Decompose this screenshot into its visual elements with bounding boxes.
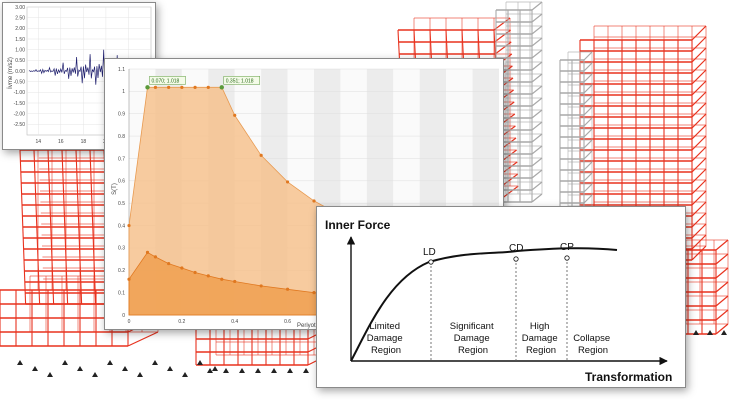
region-high-damage: High Damage Region bbox=[522, 321, 561, 356]
accel-ytick: 3.00 bbox=[15, 5, 25, 11]
spectrum-point bbox=[285, 287, 290, 291]
spectrum-point bbox=[206, 274, 210, 278]
capacity-ylabel: Inner Force bbox=[325, 218, 391, 232]
accel-xtick: 14 bbox=[35, 139, 41, 145]
spectrum-point bbox=[220, 277, 224, 281]
spectrum-ytick: 0.3 bbox=[118, 246, 125, 252]
accel-ytick: 2.00 bbox=[15, 26, 25, 32]
spectrum-xtick: 0.4 bbox=[231, 319, 238, 325]
cp-label: CP bbox=[560, 242, 574, 253]
ld-label: LD bbox=[423, 247, 436, 258]
capacity-curve-chart: Inner Force Transformation LD CD CP Limi… bbox=[325, 218, 672, 384]
spectrum-point bbox=[312, 291, 316, 295]
accel-ytick: 2.50 bbox=[15, 15, 25, 21]
annotation-label: 0.351; 1.018 bbox=[226, 78, 254, 84]
accel-xtick: 16 bbox=[58, 139, 64, 145]
spectrum-point bbox=[285, 180, 290, 184]
capacity-curve bbox=[350, 247, 618, 362]
capacity-xlabel: Transformation bbox=[585, 370, 672, 384]
spectrum-point bbox=[127, 277, 131, 281]
spectrum-ytick: 1 bbox=[122, 89, 125, 95]
spectrum-point bbox=[312, 199, 316, 203]
spectrum-ytick: 0.6 bbox=[118, 179, 125, 185]
spectrum-point bbox=[127, 223, 131, 228]
accel-ytick: 1.50 bbox=[15, 37, 25, 43]
accel-ylabel: İvme (m/s2) bbox=[7, 57, 14, 89]
spectrum-ytick: 0.4 bbox=[118, 223, 125, 229]
spectrum-point bbox=[180, 266, 184, 270]
cd-label: CD bbox=[509, 243, 523, 254]
spectrum-ytick: 0.1 bbox=[118, 290, 125, 296]
spectrum-point bbox=[167, 85, 171, 89]
spectrum-ytick: 0.7 bbox=[118, 156, 125, 162]
spectrum-point bbox=[206, 85, 210, 89]
capacity-curve-panel: Inner Force Transformation LD CD CP Limi… bbox=[316, 206, 686, 388]
spectrum-point bbox=[259, 284, 263, 288]
spectrum-ytick: 0.8 bbox=[118, 134, 125, 140]
spectrum-point bbox=[153, 85, 158, 89]
spectrum-ytick: 1.1 bbox=[118, 67, 125, 73]
spectrum-point bbox=[259, 153, 263, 157]
accel-ytick: -1.00 bbox=[14, 90, 26, 96]
spectrum-point bbox=[193, 270, 197, 275]
accel-ytick: -1.50 bbox=[14, 101, 26, 107]
spectrum-point bbox=[180, 85, 184, 89]
spectrum-ytick: 0.5 bbox=[118, 201, 125, 207]
spectrum-ytick: 0.2 bbox=[118, 268, 125, 274]
accel-ytick: 0.00 bbox=[15, 69, 25, 75]
cp-point bbox=[564, 255, 570, 261]
annotation-marker bbox=[219, 85, 224, 90]
spectrum-xtick: 0.2 bbox=[178, 319, 185, 325]
spectrum-point bbox=[233, 113, 237, 117]
region-collapse: Collapse Region bbox=[573, 333, 613, 356]
spectrum-ytick: 0 bbox=[122, 313, 125, 319]
annotation-marker bbox=[145, 85, 150, 90]
spectrum-point bbox=[233, 279, 237, 284]
spectrum-xlabel: Periyot bbox=[297, 323, 316, 329]
spectrum-xtick: 0 bbox=[128, 319, 131, 325]
spectrum-point bbox=[167, 261, 171, 266]
spectrum-ytick: 0.9 bbox=[118, 112, 125, 118]
accel-ytick: -2.00 bbox=[14, 111, 26, 117]
accel-ytick: 1.00 bbox=[15, 47, 25, 53]
spectrum-ylabel: S(T) bbox=[112, 183, 118, 195]
spectrum-xtick: 0.6 bbox=[284, 319, 291, 325]
accel-ytick: -0.50 bbox=[14, 79, 26, 85]
region-limited-damage: Limited Damage Region bbox=[367, 321, 406, 356]
cd-point bbox=[513, 256, 519, 262]
spectrum-point bbox=[193, 85, 197, 89]
accel-xtick: 18 bbox=[81, 139, 87, 145]
annotation-label: 0.070; 1.018 bbox=[152, 78, 180, 84]
region-significant-damage: Significant Damage Region bbox=[450, 321, 496, 356]
accel-ytick: 0.50 bbox=[15, 58, 25, 64]
ld-point bbox=[428, 259, 434, 265]
accel-ytick: -2.50 bbox=[14, 122, 26, 128]
spectrum-point bbox=[145, 250, 150, 254]
spectrum-point bbox=[153, 255, 158, 259]
